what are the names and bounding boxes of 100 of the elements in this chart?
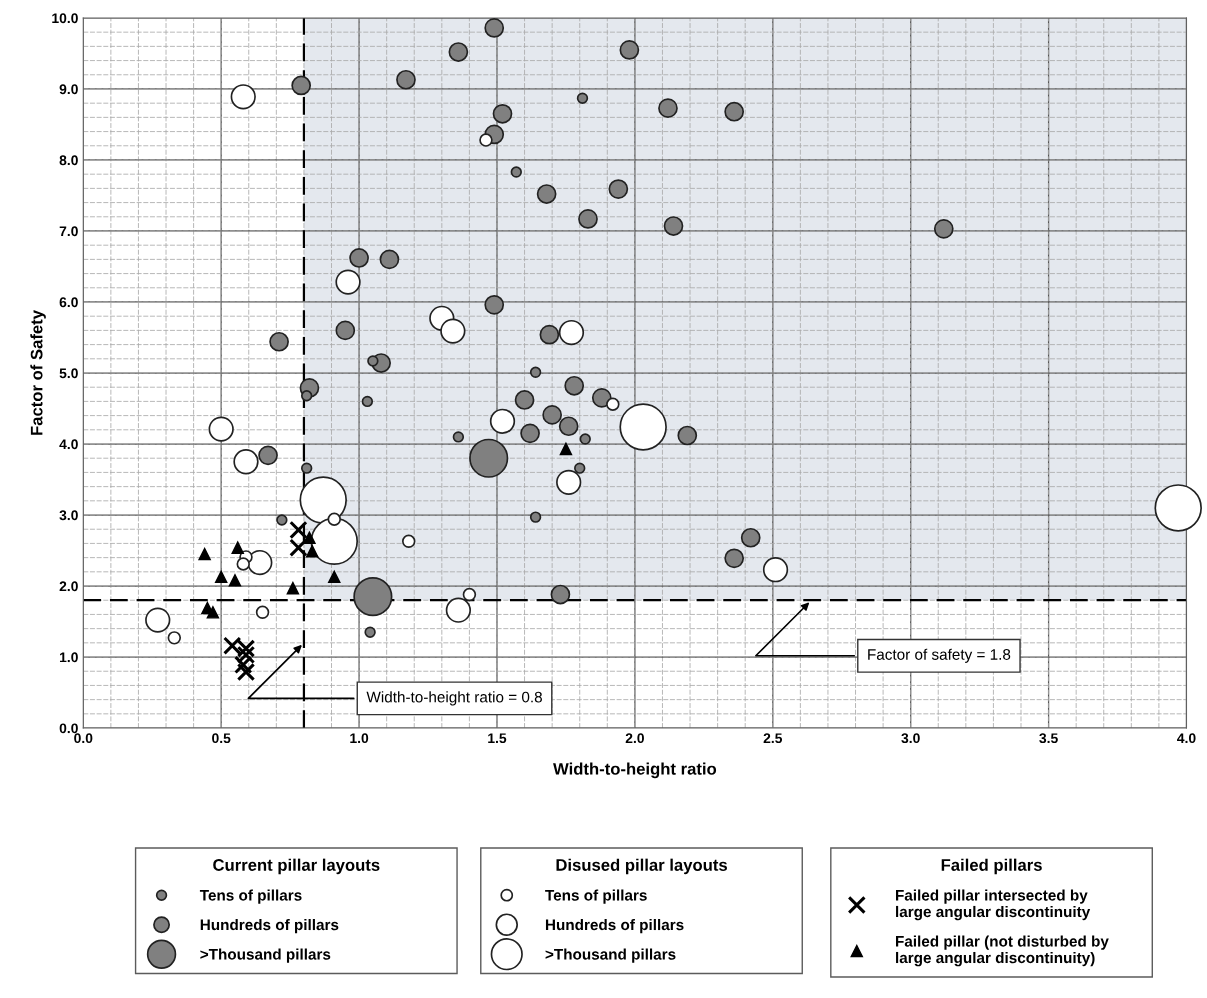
- y-tick-label: 4.0: [59, 439, 78, 450]
- point: [349, 248, 369, 268]
- point: [489, 408, 516, 434]
- point: [724, 548, 745, 569]
- point: [579, 433, 591, 445]
- point: [448, 42, 469, 62]
- point: [167, 631, 182, 645]
- point: [724, 101, 745, 122]
- point: [484, 294, 505, 315]
- point: [379, 249, 400, 270]
- ref-line-label: Width-to-height ratio = 0.8: [366, 691, 542, 706]
- y-tick-label: 3.0: [59, 510, 78, 521]
- point: [299, 476, 347, 524]
- point: [234, 655, 253, 675]
- point: [542, 405, 563, 425]
- point: [335, 269, 361, 295]
- point: [529, 511, 542, 523]
- x-tick-label: 1.0: [350, 733, 369, 744]
- y-tick-label: 1.0: [59, 652, 78, 663]
- point: [231, 541, 244, 554]
- text: Disused pillar layouts: [556, 858, 727, 875]
- point: [529, 366, 542, 378]
- point: [740, 527, 761, 548]
- point: [619, 40, 640, 60]
- point: [236, 645, 256, 665]
- point: [305, 544, 319, 558]
- point: [762, 557, 789, 583]
- x-tick-label: 0.0: [74, 733, 93, 744]
- point: [353, 577, 393, 617]
- point: [479, 133, 493, 147]
- x-tick-label: 3.0: [901, 733, 920, 744]
- y-tick-label: 10.0: [52, 13, 78, 24]
- point: [452, 431, 465, 443]
- point: [361, 395, 374, 408]
- point: [255, 605, 270, 620]
- point: [258, 445, 278, 466]
- point: [206, 606, 220, 619]
- point: [286, 581, 300, 595]
- legend-label: >Thousand pillars: [545, 948, 676, 963]
- point: [214, 570, 228, 584]
- point: [933, 218, 954, 239]
- point: [300, 462, 313, 474]
- legend-label: Tens of pillars: [545, 889, 647, 904]
- legend-label: Failed pillar intersected by large angular discontinuity: [896, 889, 1091, 921]
- x-tick-label: 3.5: [1039, 733, 1058, 744]
- x-tick-label: 0.5: [212, 733, 231, 744]
- point: [576, 92, 589, 104]
- point: [236, 557, 250, 571]
- point: [289, 520, 308, 540]
- point: [303, 531, 316, 544]
- point: [536, 184, 557, 204]
- y-tick-label: 8.0: [59, 155, 78, 166]
- point: [198, 547, 211, 561]
- point: [492, 103, 513, 124]
- point: [558, 319, 585, 346]
- point: [367, 355, 379, 367]
- legend-label: >Thousand pillars: [200, 948, 331, 963]
- point: [550, 584, 571, 605]
- x-axis-title: Width-to-height ratio: [553, 762, 717, 779]
- point: [269, 331, 289, 352]
- point: [514, 390, 535, 410]
- point: [364, 626, 376, 638]
- x-tick-label: 2.5: [763, 733, 783, 744]
- y-tick-label: 9.0: [59, 84, 78, 95]
- point: [300, 390, 313, 402]
- point: [401, 534, 416, 549]
- point: [559, 442, 573, 456]
- point: [276, 514, 288, 526]
- legend-label: Failed pillar (not disturbed by large angular discontinuity): [896, 935, 1109, 967]
- point: [328, 570, 341, 584]
- point: [591, 387, 612, 408]
- legend-label: Hundreds of pillars: [545, 918, 684, 934]
- point: [520, 423, 540, 444]
- ref-line-label: Factor of safety = 1.8: [868, 648, 1011, 663]
- point: [606, 397, 620, 411]
- point: [484, 18, 505, 38]
- x-tick-label: 2.0: [625, 733, 644, 744]
- point: [291, 75, 312, 96]
- x-tick-label: 4.0: [1177, 733, 1196, 744]
- point: [663, 216, 684, 236]
- text: Failed pillars: [941, 858, 1042, 875]
- point: [510, 166, 522, 178]
- point: [327, 512, 341, 527]
- point: [677, 425, 698, 446]
- point: [462, 587, 477, 602]
- point: [574, 462, 586, 474]
- point: [1154, 484, 1202, 532]
- point: [558, 416, 579, 437]
- point: [608, 179, 629, 199]
- point: [578, 209, 598, 229]
- y-axis-title: Factor of Safety: [30, 310, 46, 435]
- y-tick-label: 6.0: [59, 297, 78, 308]
- point: [619, 403, 667, 451]
- point: [539, 324, 560, 345]
- point: [289, 538, 308, 557]
- point: [564, 375, 585, 396]
- y-tick-label: 5.0: [59, 368, 78, 379]
- point: [335, 320, 356, 341]
- legend-label: Tens of pillars: [199, 889, 302, 904]
- point: [236, 662, 256, 682]
